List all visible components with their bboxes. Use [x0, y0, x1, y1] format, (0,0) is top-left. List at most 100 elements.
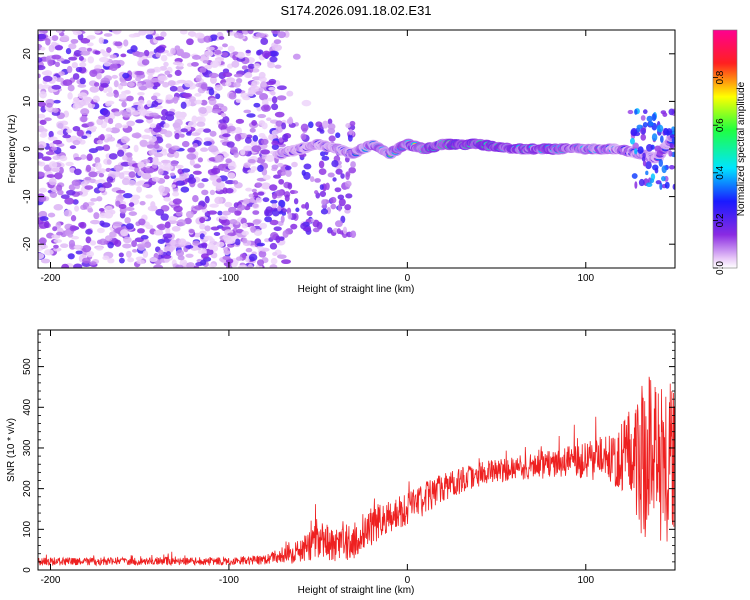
spectrogram-cell — [72, 199, 79, 205]
spectrogram-cell — [178, 238, 187, 246]
spectrogram-cell — [118, 204, 127, 209]
spectrogram-cell — [86, 121, 94, 127]
spectrogram-cell — [208, 72, 219, 78]
spectrogram-cell — [38, 125, 45, 132]
spectrogram-cell — [226, 141, 235, 148]
spectrogram-cell — [122, 156, 128, 161]
spectrogram-cell — [122, 243, 132, 249]
spectrogram-cell — [164, 70, 171, 76]
y-tick-label: 0 — [22, 567, 33, 573]
spectrogram-cell — [51, 167, 61, 172]
spectrogram-cell — [186, 38, 194, 46]
spectrogram-cell — [102, 255, 110, 261]
spectrogram-cell — [347, 134, 353, 142]
spectrogram-cell — [48, 44, 55, 53]
spectrogram-cell — [169, 245, 176, 251]
spectrogram-cell — [137, 163, 147, 167]
spectrogram-cell — [95, 72, 102, 80]
spectrogram-cell — [203, 141, 212, 146]
spectrogram-cell — [128, 171, 136, 178]
spectrogram-cell — [655, 180, 662, 185]
spectrogram-cell — [118, 252, 124, 258]
spectrogram-cell — [39, 119, 47, 125]
spectrogram-cell — [185, 253, 194, 258]
spectrogram-cell — [49, 191, 58, 198]
spectrogram-cell — [152, 85, 158, 90]
spectrogram-cell — [131, 132, 142, 138]
spectrogram-cell — [658, 159, 663, 167]
spectrogram-cell — [256, 49, 262, 56]
spectrogram-cell — [107, 258, 115, 264]
y-tick-label: 500 — [22, 358, 33, 375]
spectrogram-cell — [253, 229, 263, 236]
spectrogram-cell — [256, 245, 264, 250]
spectrogram-cell — [90, 219, 101, 225]
spectrogram-cell — [260, 149, 271, 155]
spectrogram-cell — [329, 196, 337, 204]
spectrogram-cell — [218, 122, 228, 130]
spectrogram-cell — [137, 104, 144, 112]
spectrogram-cell — [136, 243, 147, 248]
spectrogram-cell — [264, 216, 273, 223]
spectrogram-cell — [255, 91, 263, 96]
spectrogram-cell — [163, 123, 170, 129]
spectrogram-cell — [247, 169, 256, 174]
spectrogram-cell — [153, 264, 164, 268]
spectrogram-cell — [163, 61, 169, 67]
spectrogram-cell — [43, 69, 53, 77]
spectrogram-cell — [284, 165, 292, 171]
spectrogram-cell — [292, 53, 301, 60]
y-tick-label: 400 — [22, 399, 33, 416]
spectrogram-cell — [124, 217, 131, 224]
spectrogram-cell — [331, 160, 339, 168]
spectrogram-cell — [198, 34, 205, 39]
spectrogram-cell — [54, 172, 63, 180]
spectrogram-cell — [203, 137, 212, 142]
spectrogram-cell — [320, 208, 329, 215]
spectrogram-cell — [293, 198, 299, 205]
spectrogram-cell — [669, 143, 675, 149]
spectrogram-cell — [284, 194, 290, 202]
spectrogram-cell — [72, 139, 81, 146]
spectrogram-cell — [645, 170, 649, 176]
spectrogram-cell — [177, 48, 185, 56]
spectrogram-cell — [176, 219, 187, 227]
spectrogram-cell — [253, 63, 261, 69]
spectrogram-cell — [314, 190, 319, 195]
spectrogram-cell — [207, 242, 215, 250]
spectrogram-cell — [42, 244, 48, 249]
spectrogram-cell — [74, 205, 80, 212]
spectrogram-cell — [67, 84, 75, 92]
colorbar: 0.0 0.2 0.4 0.6 0.8 Normalized spectral ampl… — [712, 29, 747, 275]
spectrogram-cell — [243, 198, 250, 205]
spectrogram-cell — [127, 257, 135, 263]
spectrogram-cell — [288, 116, 293, 125]
spectrogram-cell — [640, 133, 647, 141]
spectrogram-cell — [200, 99, 208, 106]
spectrogram-cell — [648, 121, 654, 127]
spectrogram-cell — [87, 56, 95, 64]
spectrogram-cell — [222, 72, 233, 78]
spectrogram-cell — [97, 115, 106, 120]
spectrogram-cell — [162, 254, 172, 259]
spectrogram-cell — [108, 118, 114, 125]
spectrogram-cell — [66, 189, 76, 196]
spectrogram-cell — [227, 206, 237, 213]
spectrogram-cell — [80, 108, 90, 116]
spectrogram-cell — [192, 194, 199, 203]
spectrogram-cell — [173, 151, 180, 159]
spectrogram-cell — [174, 118, 183, 127]
spectrogram-cell — [141, 55, 148, 60]
spectrogram-cell — [304, 202, 310, 210]
y-tick-label: 300 — [22, 439, 33, 456]
spectrogram-cell — [46, 174, 56, 178]
spectrogram-cell — [120, 53, 127, 58]
spectrogram-cell — [42, 75, 53, 82]
spectrogram-cell — [203, 35, 212, 43]
spectrogram-cell — [51, 84, 62, 90]
spectrogram-cell — [70, 38, 79, 44]
spectrogram-cell — [258, 132, 266, 138]
spectrogram-cell — [49, 136, 58, 141]
spectrogram-cell — [218, 36, 225, 40]
spectrogram-cell — [103, 61, 111, 67]
